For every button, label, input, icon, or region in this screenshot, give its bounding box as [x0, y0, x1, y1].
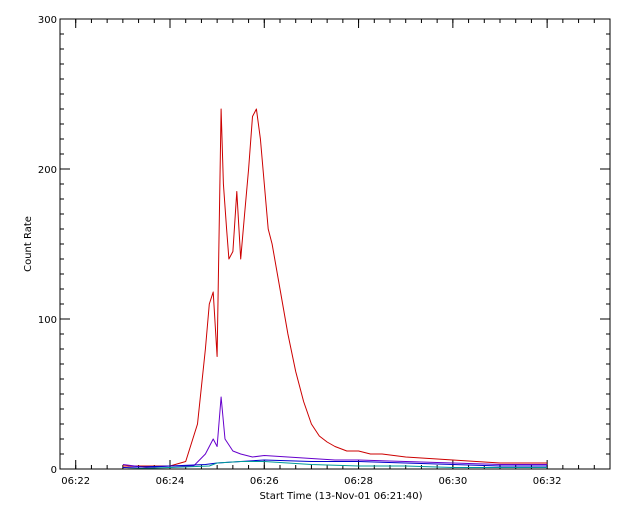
y-tick-label: 200 — [38, 165, 57, 176]
x-tick-label: 06:28 — [344, 476, 373, 487]
series-line-2 — [122, 396, 548, 468]
x-tick-label: 06:24 — [156, 476, 185, 487]
y-tick-label: 100 — [38, 315, 57, 326]
y-tick-label: 0 — [51, 465, 57, 476]
series-line-1 — [122, 108, 548, 467]
y-tick-label: 300 — [38, 15, 57, 26]
series-line-4 — [122, 461, 548, 470]
x-tick-label: 06:26 — [250, 476, 279, 487]
x-tick-label: 06:32 — [533, 476, 562, 487]
x-axis-label: Start Time (13-Nov-01 06:21:40) — [259, 491, 422, 502]
y-axis-label: Count Rate — [23, 216, 34, 272]
x-tick-label: 06:30 — [438, 476, 467, 487]
tick-labels: 06:22 06:24 06:26 06:28 06:30 06:32 0 100 200 300 — [38, 15, 562, 487]
series-layer — [122, 108, 548, 470]
tick-marks — [59, 18, 611, 470]
x-tick-label: 06:22 — [61, 476, 90, 487]
series-line-3 — [122, 459, 548, 468]
plot-frame — [59, 18, 611, 470]
